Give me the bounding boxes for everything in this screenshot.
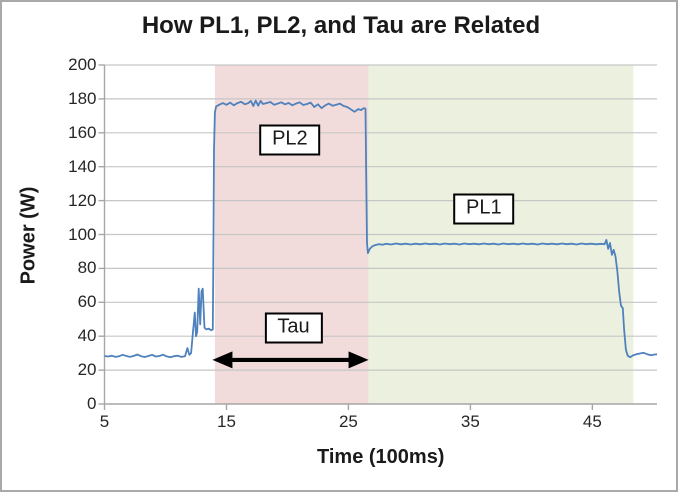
pl2-label: PL2 (259, 124, 321, 156)
x-axis-title: Time (100ms) (317, 446, 445, 468)
y-tick-label: 140 (68, 156, 97, 176)
y-tick-label: 180 (68, 88, 97, 108)
tau-arrowhead-right (348, 351, 369, 369)
y-tick-label: 20 (77, 360, 97, 380)
series-line (104, 99, 658, 359)
x-tick-label: 5 (99, 412, 110, 431)
x-tick-label: 35 (460, 412, 480, 431)
x-tick-label: 15 (216, 412, 236, 431)
x-tick-label: 45 (582, 412, 602, 431)
tau-label: Tau (264, 312, 323, 344)
y-tick-label: 60 (77, 292, 97, 312)
y-tick-label: 160 (68, 122, 97, 142)
y-tick-label: 100 (68, 224, 97, 244)
y-tick-label: 40 (77, 326, 97, 346)
y-tick-label: 0 (87, 394, 97, 413)
y-tick-label: 120 (68, 190, 97, 210)
tau-arrowhead-left (212, 351, 233, 369)
pl1-label: PL1 (453, 193, 515, 225)
y-tick-label: 200 (68, 55, 97, 74)
y-tick-label: 80 (77, 258, 97, 278)
chart-title: How PL1, PL2, and Tau are Related (141, 12, 541, 39)
x-tick-label: 25 (338, 412, 358, 431)
y-axis-title: Power (W) (17, 186, 40, 285)
